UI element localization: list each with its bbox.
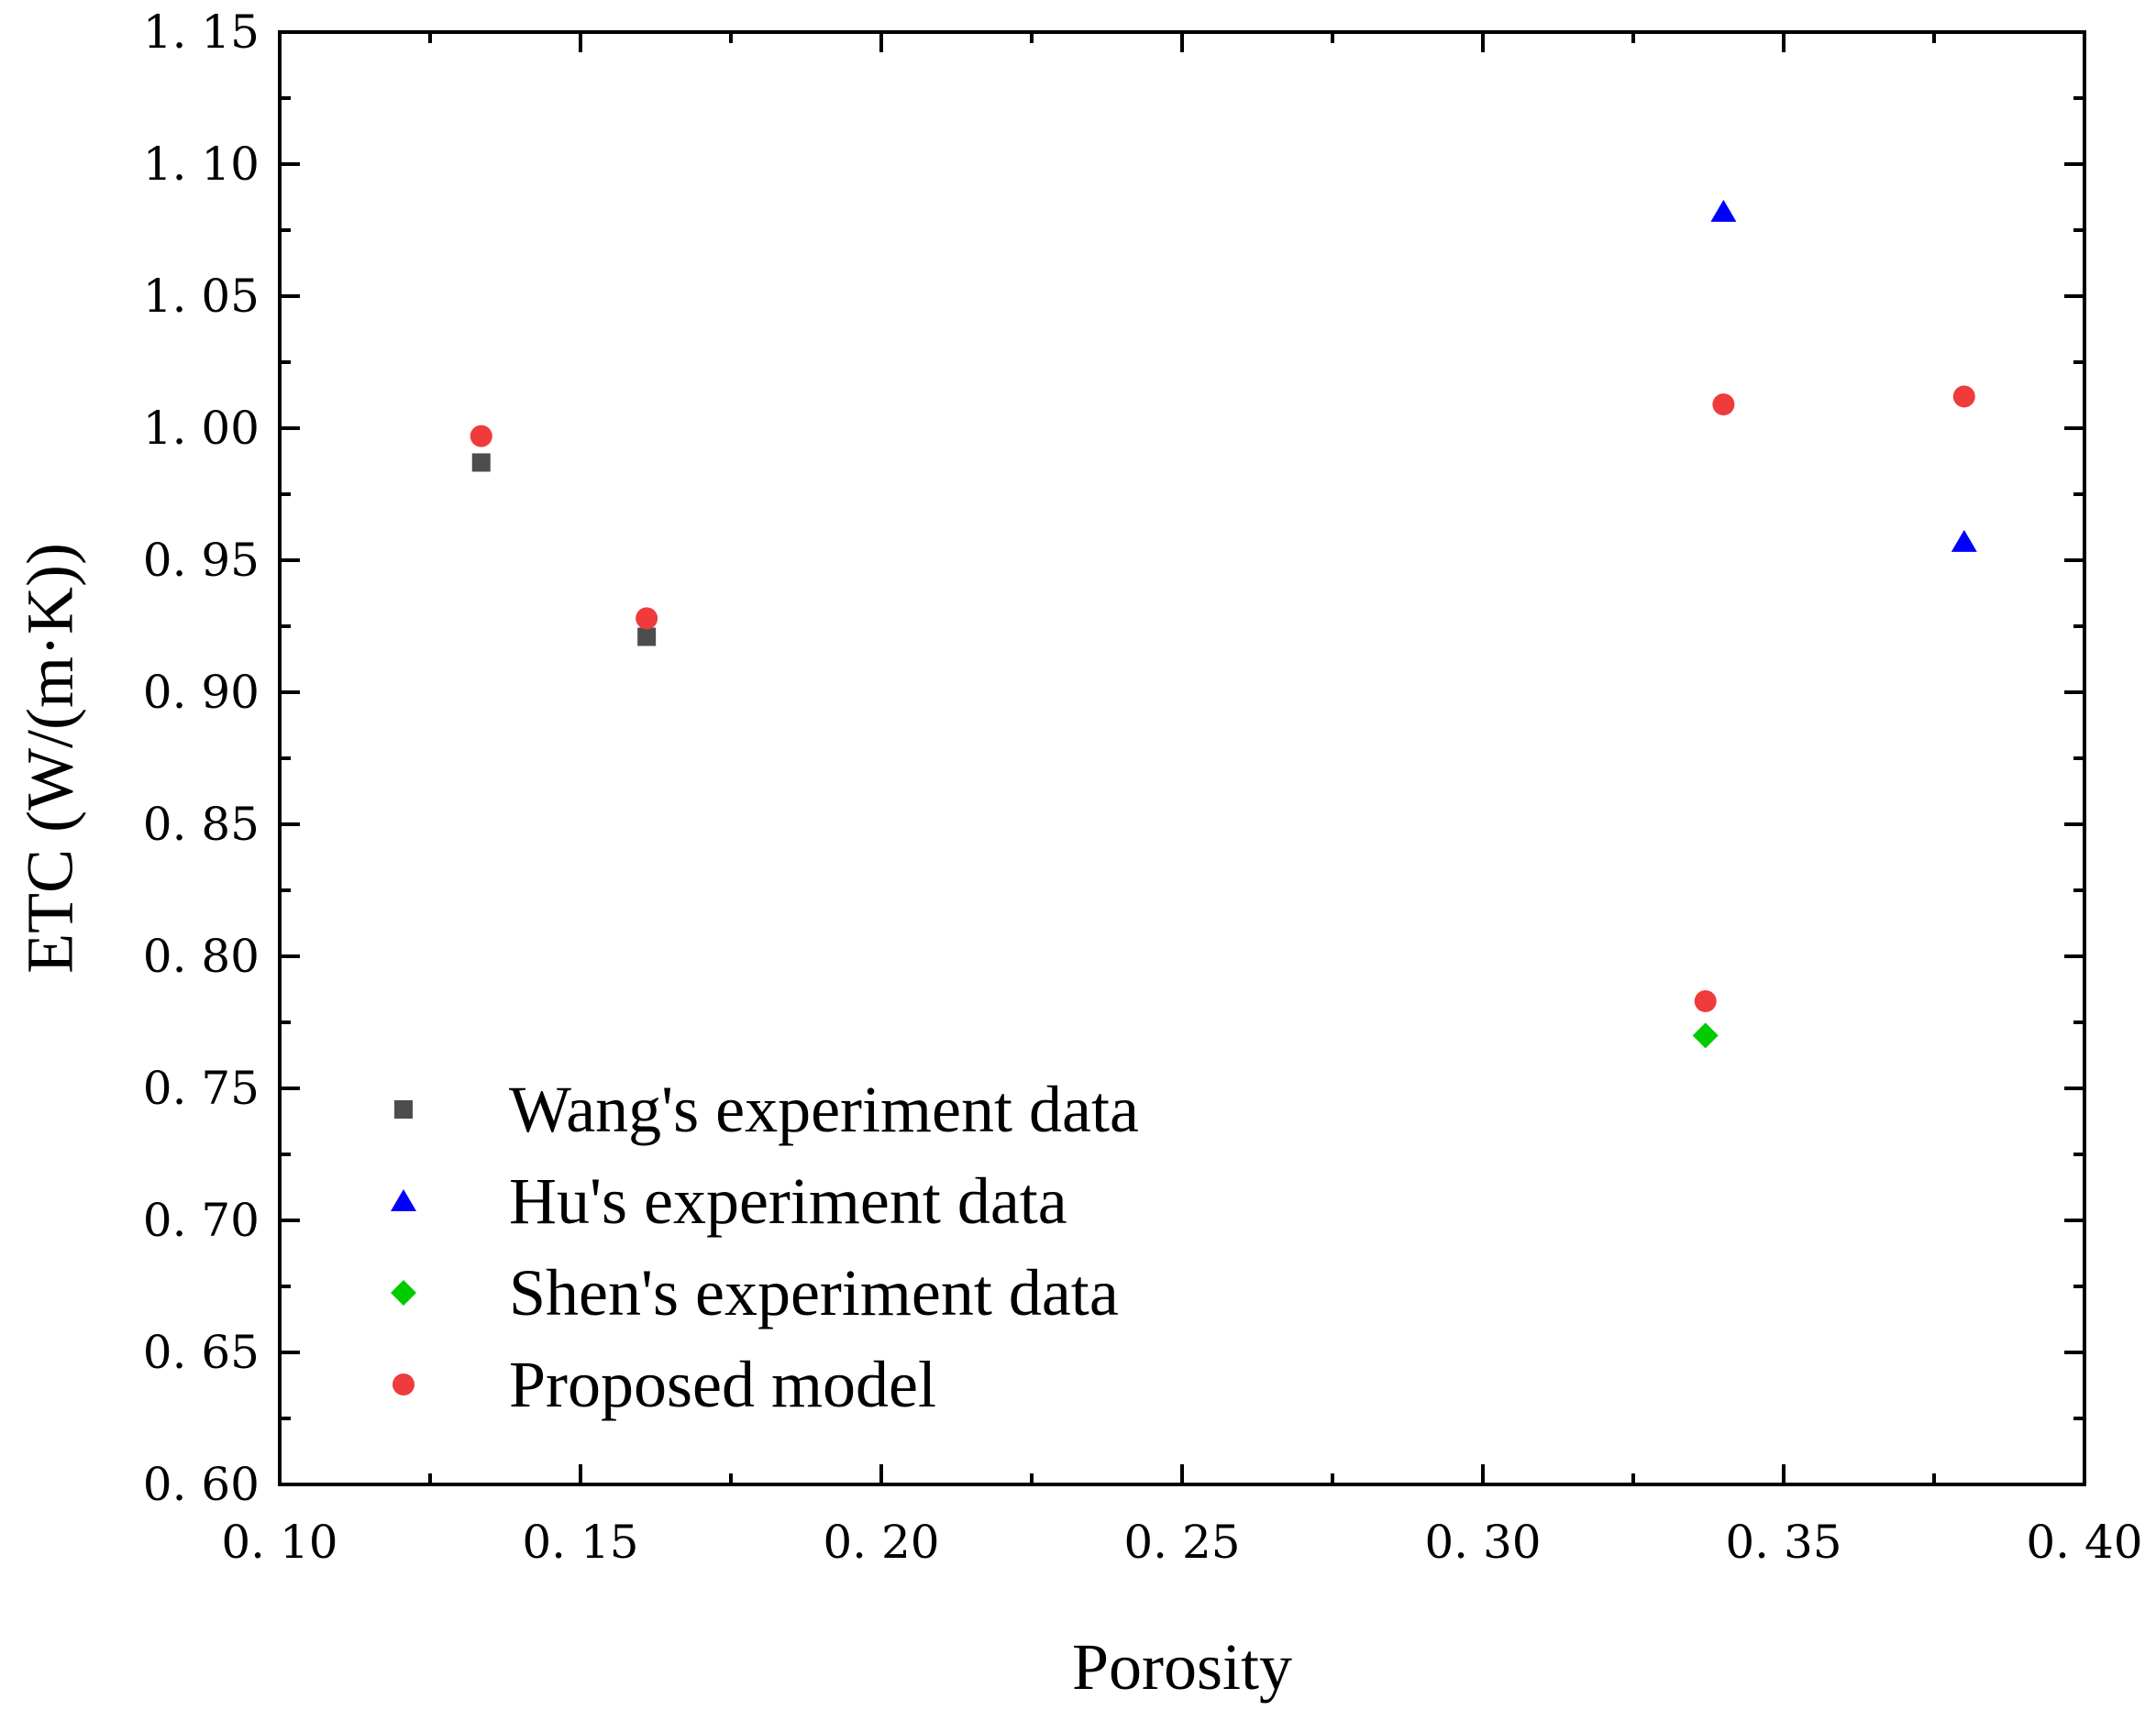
y-tick-label: 0. 70 bbox=[143, 1194, 260, 1247]
data-point-circle bbox=[1712, 393, 1735, 416]
x-tick-label: 0. 25 bbox=[1123, 1516, 1240, 1569]
y-tick-label: 1. 15 bbox=[143, 6, 260, 59]
y-tick-label: 0. 95 bbox=[143, 534, 260, 587]
x-tick-label: 0. 15 bbox=[522, 1516, 638, 1569]
legend-marker-triangle bbox=[391, 1189, 416, 1211]
legend-label: Proposed model bbox=[509, 1348, 936, 1421]
data-point-circle bbox=[1694, 989, 1717, 1012]
axes: 0. 10 0. 15 0. 20 0. 25 0. 30 0. 35 0. 40 0. 60… bbox=[143, 6, 2143, 1569]
x-tick-label: 0. 40 bbox=[2026, 1516, 2142, 1569]
y-axis-title: ETC (W/(m·K)) bbox=[14, 543, 87, 974]
series-circle bbox=[470, 385, 1975, 1012]
legend-item: Proposed model bbox=[393, 1348, 936, 1421]
data-point-triangle bbox=[1951, 529, 1977, 552]
legend-item: Wang's experiment data bbox=[394, 1073, 1139, 1146]
y-tick-label: 0. 85 bbox=[143, 798, 260, 851]
data-point-triangle bbox=[1710, 199, 1737, 222]
legend-label: Shen's experiment data bbox=[509, 1256, 1119, 1329]
x-tick-label: 0. 20 bbox=[823, 1516, 939, 1569]
y-tick-label: 0. 75 bbox=[143, 1062, 260, 1115]
y-tick-label: 1. 05 bbox=[143, 270, 260, 323]
legend-marker-diamond bbox=[391, 1280, 416, 1306]
legend-marker-square bbox=[394, 1100, 413, 1119]
legend-item: Hu's experiment data bbox=[391, 1164, 1067, 1238]
y-tick-label: 0. 65 bbox=[143, 1326, 260, 1379]
y-tick-label: 0. 80 bbox=[143, 930, 260, 983]
y-tick-label: 1. 10 bbox=[143, 138, 260, 191]
y-tick-label: 0. 90 bbox=[143, 666, 260, 719]
legend-label: Hu's experiment data bbox=[509, 1164, 1067, 1238]
data-point-diamond bbox=[1692, 1022, 1719, 1049]
legend-label: Wang's experiment data bbox=[509, 1073, 1139, 1146]
legend-marker-circle bbox=[393, 1373, 415, 1396]
data-point-circle bbox=[636, 607, 658, 630]
legend-item: Shen's experiment data bbox=[391, 1256, 1119, 1329]
data-point-circle bbox=[1952, 385, 1975, 408]
series-square bbox=[471, 453, 657, 646]
y-tick-label: 0. 60 bbox=[143, 1458, 260, 1511]
y-tick-label: 1. 00 bbox=[143, 402, 260, 455]
data-point-square bbox=[471, 453, 491, 472]
x-tick-label: 0. 30 bbox=[1424, 1516, 1541, 1569]
x-axis-title: Porosity bbox=[1072, 1630, 1292, 1704]
series-triangle bbox=[1710, 199, 1977, 552]
data-point-circle bbox=[470, 425, 492, 447]
legend: Wang's experiment data Hu's experiment da… bbox=[391, 1073, 1139, 1421]
data-markers bbox=[470, 199, 1977, 1049]
series-diamond bbox=[1692, 1022, 1719, 1049]
x-tick-label: 0. 10 bbox=[221, 1516, 337, 1569]
data-point-square bbox=[637, 627, 657, 646]
x-tick-label: 0. 35 bbox=[1725, 1516, 1841, 1569]
